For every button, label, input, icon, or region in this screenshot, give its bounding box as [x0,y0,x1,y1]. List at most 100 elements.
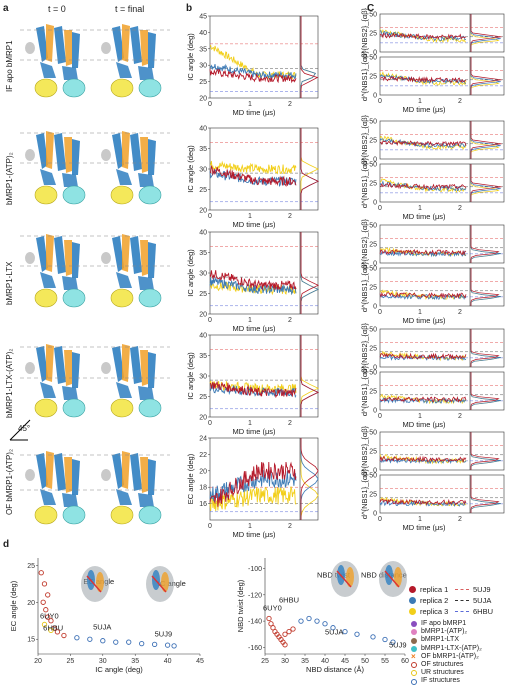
c-hist-3-0-rep2 [470,329,501,367]
c-xtick-label-0-2: 2 [458,98,462,105]
d-left-annotation-1: 6HBU [43,623,63,632]
d-structure-glyph-1 [146,566,174,602]
b-hist-2-rep3 [300,232,320,314]
b-series-2-rep2 [209,277,297,296]
c-xtick-label-1-1: 1 [418,205,422,212]
b-xtick-label-4-1: 1 [248,523,252,530]
b-hist-0-rep1 [300,16,319,98]
b-xtick-label-3-0: 0 [208,420,212,427]
d-structure-glyph-tm2-0 [96,572,104,592]
c-xtick-label-1-0: 0 [378,205,382,212]
b-frame-0 [209,15,319,99]
d-left-structure-point-14 [126,639,132,645]
b-ytick-label-0-30: 30 [199,63,207,70]
b-hist-1-rep3 [300,128,320,210]
d-right-xtick-label-4: 45 [341,658,349,665]
d-right-structure-point-13 [306,615,312,622]
d-right-structure-point-17 [342,628,348,635]
d-right-structure-point-15 [322,621,328,627]
c-hist-0-1-rep1 [470,57,502,95]
c-hist-1-0-rep2 [470,121,501,159]
legend-systems: IF apo bMRP1 bMRP1-(ATP)₂ bMRP1-LTX bMRP… [411,620,482,686]
d-left-structure-point-18 [171,643,177,649]
b-ytick-label-4-24: 24 [199,436,207,443]
d-left-ylabel: EC angle (deg) [9,580,18,631]
c-ytick-label-0-0-1: 25 [369,31,377,38]
c-ytick-label-3-0-1: 25 [369,346,377,353]
c-hist-4-0-rep2 [470,432,501,470]
d-left-xtick-label-0: 20 [34,658,42,665]
b-ytick-label-4-20: 20 [199,468,207,475]
b-ytick-label-1-20: 20 [199,208,207,215]
b-ylabel-2: IC angle (deg) [186,249,195,297]
c-ytick-label-3-0-0: 0 [373,365,377,372]
c-frame-4-0 [379,431,505,471]
b-xlabel-2: MD time (μs) [232,324,276,333]
c-series-1-1-rep1 [379,182,467,190]
c-ytick-label-4-1-0: 0 [373,511,377,518]
b-ytick-label-3-40: 40 [199,333,207,340]
d-left-structure-point-20 [48,627,54,634]
c-ytick-label-3-0-2: 50 [369,327,377,334]
panel-letter-d: d [3,539,10,550]
d-left-structure-point-12 [100,638,106,644]
b-hist-2-rep1 [300,232,320,314]
d-left-annotation-2: 5UJA [93,623,111,632]
c-series-2-1-rep1 [379,291,467,299]
c-ytick-label-1-0-2: 50 [369,119,377,126]
d-right-annotation-2: 5UJA [325,627,343,636]
c-xtick-label-3-0: 0 [378,413,382,420]
legend-references: 5UJ9 5UJA 6HBU [455,584,493,617]
c-xtick-label-2-1: 1 [418,309,422,316]
d-right-structure-point-18 [354,631,360,637]
c-xtick-label-2-0: 0 [378,309,382,316]
b-ytick-label-0-25: 25 [199,79,207,86]
c-ytick-label-0-1-2: 50 [369,55,377,62]
legend-of-atp: × OF bMRP1-(ATP)₂ [411,651,479,661]
d-right-xtick-label-6: 55 [381,658,389,665]
d-right-structure-point-14 [314,618,320,624]
b-xtick-label-3-1: 1 [248,420,252,427]
d-left-structure-point-19 [41,621,48,628]
d-right-structure-point-0 [266,615,272,622]
c-hist-1-0-rep1 [470,121,502,159]
b-xlabel-3: MD time (μs) [232,427,276,436]
d-right-structure-point-10 [286,628,292,635]
c-ytick-label-1-0-0: 0 [373,157,377,164]
d-right-ylabel: NBD twist (deg) [236,579,245,632]
b-ylabel-1: IC angle (deg) [186,145,195,193]
c-xtick-label-3-2: 2 [458,413,462,420]
c-ytick-label-0-1-0: 0 [373,93,377,100]
legend-ref-5uj9: 5UJ9 [455,584,493,595]
c-frame-3-1 [379,371,505,411]
c-ytick-label-3-1-0: 0 [373,408,377,415]
c-ytick-label-4-1-2: 50 [369,473,377,480]
b-series-1-rep2 [209,169,297,187]
c-ylabel-2-1: d^{NBS1}_{αβ} [360,261,369,312]
c-series-4-1-rep3 [379,496,467,507]
d-left-xtick-label-1: 25 [67,658,75,665]
c-xtick-label-4-1: 1 [418,516,422,523]
b-xtick-label-2-1: 1 [248,317,252,324]
b-ytick-label-0-35: 35 [199,46,207,53]
c-series-4-1-rep1 [379,498,467,506]
d-structure-glyph-tm2-1 [161,572,169,592]
d-left-structure-point-15 [139,641,145,647]
c-ytick-label-0-0-0: 0 [373,50,377,57]
c-ylabel-3-1: d^{NBS1}_{αβ} [360,365,369,416]
panel-a-structures [9,23,170,525]
d-left-structure-point-0 [38,570,44,576]
c-series-0-0-rep2 [379,30,467,42]
b-xtick-label-4-2: 2 [288,523,292,530]
b-ytick-label-4-18: 18 [199,485,207,492]
c-frame-4-1 [379,474,505,514]
c-frame-2-1 [379,267,505,307]
d-left-structure-point-4 [43,607,49,613]
legend-atp: bMRP1-(ATP)₂ [411,628,482,636]
d-structure-glyph-3 [379,561,407,597]
d-right-structure-point-8 [282,642,288,648]
d-right-ytick-label-3: -160 [248,645,262,652]
c-ytick-label-3-1-1: 25 [369,389,377,396]
b-ytick-label-2-35: 35 [199,250,207,257]
b-series-1-rep3 [209,160,297,175]
